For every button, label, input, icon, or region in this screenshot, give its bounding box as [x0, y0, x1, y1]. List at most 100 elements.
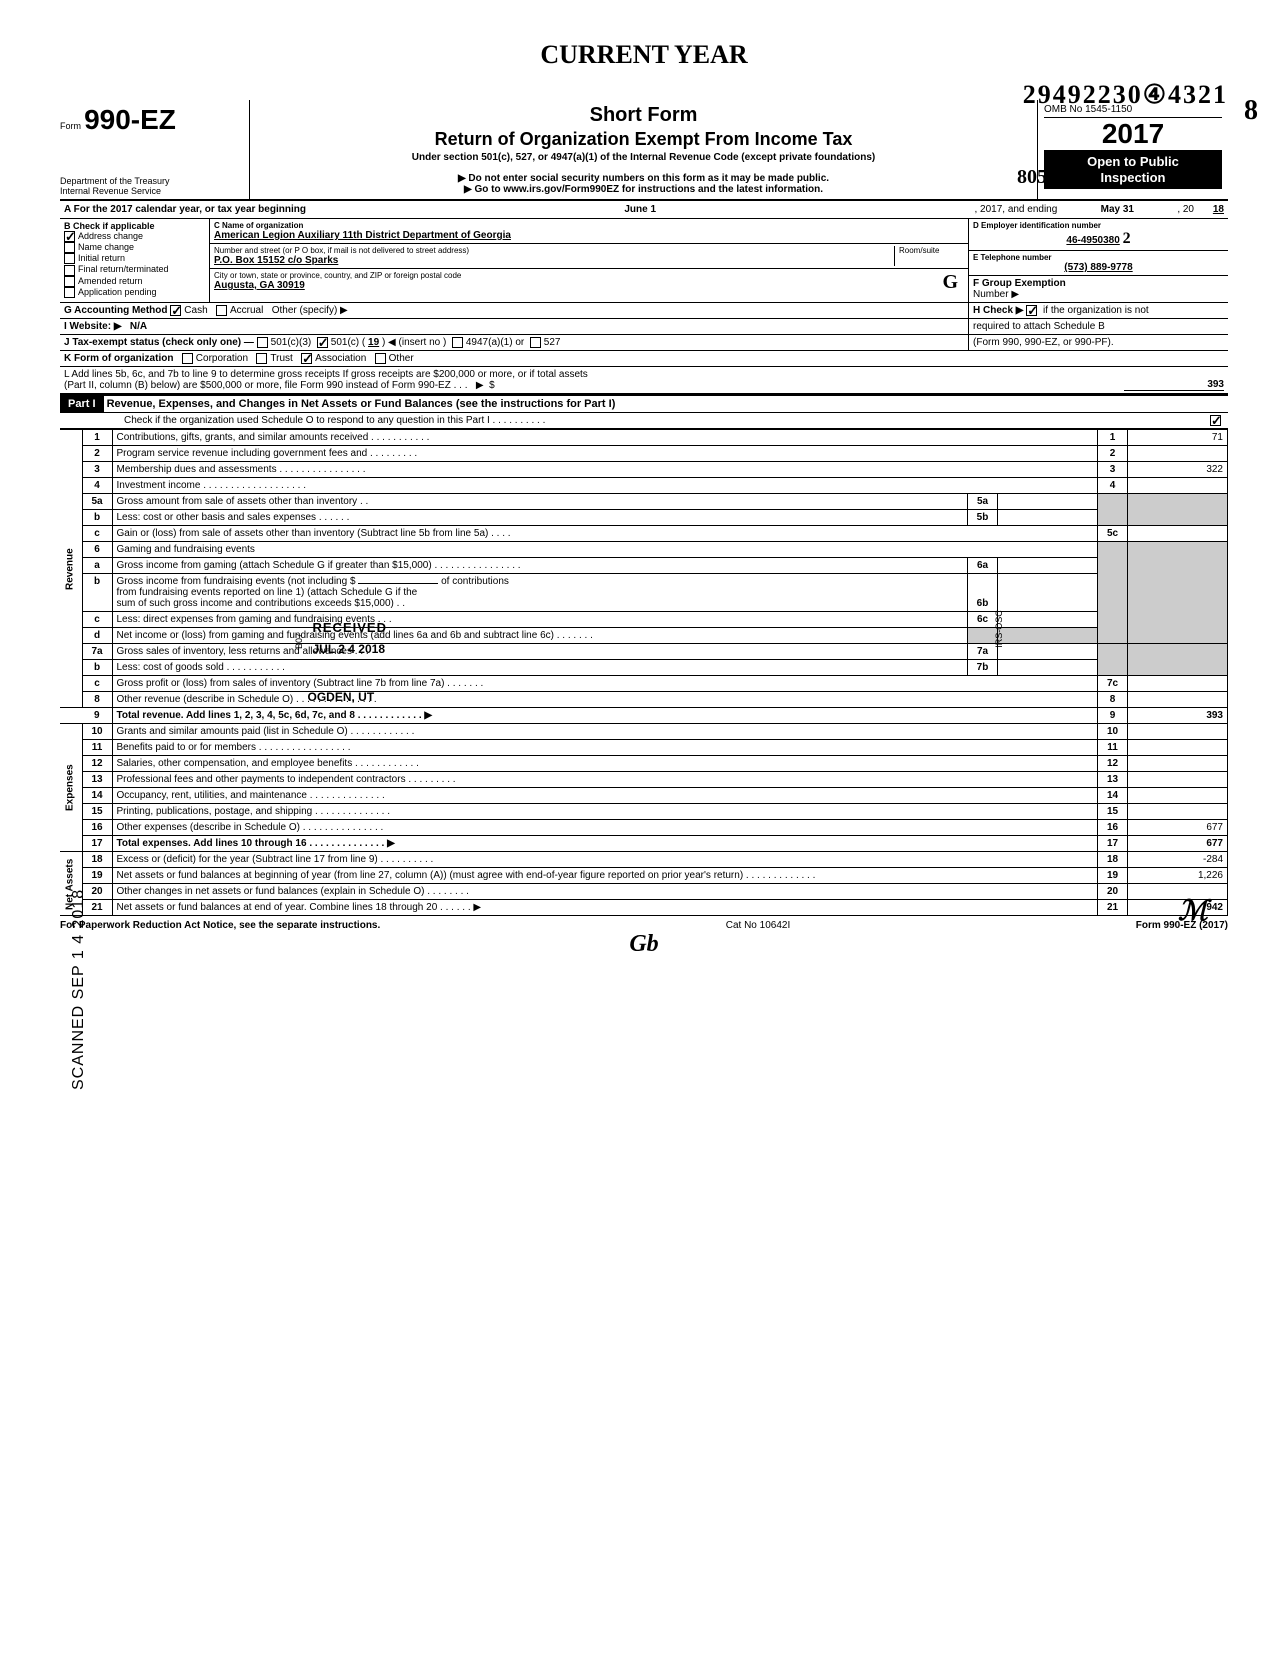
- l13-desc: Professional fees and other payments to …: [112, 772, 1098, 788]
- l2-num: 2: [82, 446, 112, 462]
- cb-accrual[interactable]: [216, 305, 227, 316]
- cb-final-return[interactable]: [64, 265, 75, 276]
- org-name: American Legion Auxiliary 11th District …: [214, 230, 964, 241]
- l12-box: 12: [1098, 756, 1128, 772]
- l3-amt: 322: [1128, 462, 1228, 478]
- lbl-other-method: Other (specify) ▶: [272, 305, 348, 316]
- cb-amended[interactable]: [64, 276, 75, 287]
- cb-527[interactable]: [530, 337, 541, 348]
- i-label: I Website: ▶: [64, 321, 122, 332]
- part1-check-row: Check if the organization used Schedule …: [60, 413, 1228, 429]
- l1-desc: Contributions, gifts, grants, and simila…: [112, 430, 1098, 446]
- lbl-accrual: Accrual: [230, 305, 263, 316]
- part1-check-text: Check if the organization used Schedule …: [64, 415, 1210, 426]
- cb-501c3[interactable]: [257, 337, 268, 348]
- cb-cash[interactable]: [170, 305, 181, 316]
- org-city: Augusta, GA 30919: [214, 280, 964, 291]
- l3-box: 3: [1098, 462, 1128, 478]
- l7b-desc: Less: cost of goods sold . . . . . . . .…: [112, 660, 968, 676]
- subtitle: Under section 501(c), 527, or 4947(a)(1)…: [260, 152, 1027, 163]
- l10-amt: [1128, 724, 1228, 740]
- l2-box: 2: [1098, 446, 1128, 462]
- cb-corp[interactable]: [182, 353, 193, 364]
- l4-amt: [1128, 478, 1228, 494]
- col-def: D Employer identification number 46-4950…: [968, 219, 1228, 302]
- hand-805: 805: [1017, 166, 1047, 189]
- l18-box: 18: [1098, 852, 1128, 868]
- cb-sched-o[interactable]: [1210, 415, 1221, 426]
- l5c-num: c: [82, 526, 112, 542]
- stamp-date: JUL 2 4 2018: [313, 642, 386, 656]
- ein-hand: 2: [1123, 230, 1131, 247]
- cb-initial-return[interactable]: [64, 253, 75, 264]
- stamp-received: RECEIVED: [313, 620, 387, 635]
- stamp-irs-osc: IRS-OSC: [994, 611, 1004, 649]
- handwritten-current-year: CURRENT YEAR: [60, 40, 1228, 70]
- room-label: Room/suite: [899, 246, 964, 255]
- form-prefix: Form: [60, 121, 81, 131]
- cb-app-pending[interactable]: [64, 287, 75, 298]
- l6-num: 6: [82, 542, 112, 558]
- l10-num: 10: [82, 724, 112, 740]
- tel-label: E Telephone number: [973, 253, 1224, 262]
- row-a-mid: , 2017, and ending: [974, 204, 1057, 215]
- cb-name-change[interactable]: [64, 242, 75, 253]
- lbl-other-org: Other: [389, 353, 414, 364]
- open-public-1: Open to Public: [1048, 154, 1218, 170]
- l17-desc: Total expenses. Add lines 10 through 16 …: [112, 836, 1098, 852]
- omb-number: OMB No 1545-1150: [1044, 104, 1222, 118]
- l15-num: 15: [82, 804, 112, 820]
- l6b-pre: Gross income from fundraising events (no…: [117, 576, 356, 587]
- part1-title: Revenue, Expenses, and Changes in Net As…: [107, 398, 616, 410]
- form-number: 990-EZ: [84, 104, 176, 135]
- open-public-2: Inspection: [1048, 170, 1218, 186]
- cb-sched-b[interactable]: [1026, 305, 1037, 316]
- cb-other-org[interactable]: [375, 353, 386, 364]
- l7a-num: 7a: [82, 644, 112, 660]
- c-name-label: C Name of organization: [214, 221, 964, 230]
- cb-trust[interactable]: [256, 353, 267, 364]
- cb-address-change[interactable]: [64, 231, 75, 242]
- l7c-desc: Gross profit or (loss) from sales of inv…: [112, 676, 1098, 692]
- cb-4947[interactable]: [452, 337, 463, 348]
- l6b-ibox: 6b: [968, 574, 998, 612]
- row-a-label: A For the 2017 calendar year, or tax yea…: [64, 204, 306, 215]
- col-c: C Name of organization American Legion A…: [210, 219, 968, 302]
- row-a-yr: , 20: [1177, 204, 1194, 215]
- lbl-4947: 4947(a)(1) or: [466, 337, 524, 348]
- website-value: N/A: [130, 321, 147, 332]
- l8-box: 8: [1098, 692, 1128, 708]
- h-text3: (Form 990, 990-EZ, or 990-PF).: [973, 337, 1114, 348]
- l19-desc: Net assets or fund balances at beginning…: [112, 868, 1098, 884]
- l20-desc: Other changes in net assets or fund bala…: [112, 884, 1098, 900]
- row-i: I Website: ▶ N/A required to attach Sche…: [60, 319, 1228, 335]
- l6c-num: c: [82, 612, 112, 628]
- ein-label: D Employer identification number: [973, 221, 1224, 230]
- col-b: B Check if applicable Address change Nam…: [60, 219, 210, 302]
- cb-501c[interactable]: [317, 337, 328, 348]
- row-gh: G Accounting Method Cash Accrual Other (…: [60, 303, 1228, 319]
- l10-box: 10: [1098, 724, 1128, 740]
- l5c-box: 5c: [1098, 526, 1128, 542]
- c-addr-label: Number and street (or P O box, if mail i…: [214, 246, 894, 255]
- l-text1: L Add lines 5b, 6c, and 7b to line 9 to …: [64, 369, 1124, 380]
- row-a-tax-year: A For the 2017 calendar year, or tax yea…: [60, 201, 1228, 219]
- l7c-box: 7c: [1098, 676, 1128, 692]
- lbl-amended: Amended return: [78, 276, 143, 286]
- footer-left: For Paperwork Reduction Act Notice, see …: [60, 920, 380, 931]
- l20-box: 20: [1098, 884, 1128, 900]
- l5b-desc: Less: cost or other basis and sales expe…: [112, 510, 968, 526]
- hand-initial-corner: ℳ: [1178, 894, 1208, 928]
- row-l: L Add lines 5b, 6c, and 7b to line 9 to …: [60, 367, 1228, 394]
- l5a-ibox: 5a: [968, 494, 998, 510]
- l8-amt: [1128, 692, 1228, 708]
- row-j: J Tax-exempt status (check only one) — 5…: [60, 335, 1228, 351]
- l12-num: 12: [82, 756, 112, 772]
- cb-assoc[interactable]: [301, 353, 312, 364]
- l6a-num: a: [82, 558, 112, 574]
- l2-desc: Program service revenue including govern…: [112, 446, 1098, 462]
- l14-amt: [1128, 788, 1228, 804]
- l19-amt: 1,226: [1128, 868, 1228, 884]
- k-label: K Form of organization: [64, 353, 173, 364]
- h-text2: required to attach Schedule B: [973, 321, 1105, 332]
